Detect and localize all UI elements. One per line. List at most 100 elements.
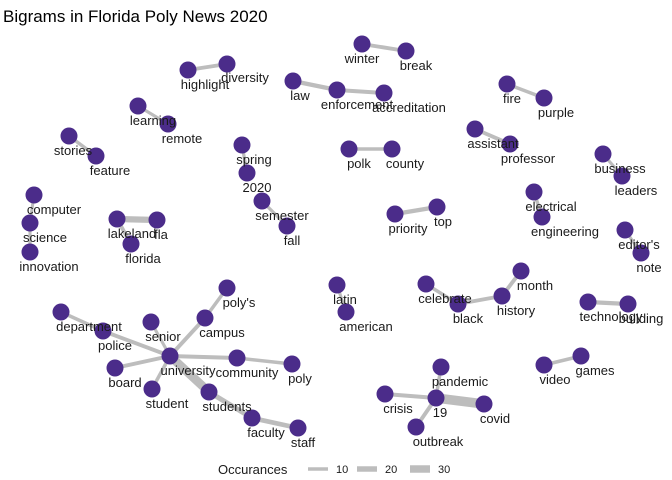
node-poly bbox=[283, 355, 301, 373]
node-crisis bbox=[376, 385, 394, 403]
label-history: history bbox=[497, 303, 536, 318]
edge-board-university bbox=[114, 354, 171, 370]
node-top bbox=[428, 198, 446, 216]
label-19: 19 bbox=[433, 405, 447, 420]
node-black bbox=[449, 295, 467, 313]
legend-label-20: 20 bbox=[385, 464, 397, 476]
node-fall bbox=[278, 217, 296, 235]
node-student bbox=[143, 380, 161, 398]
node-latin bbox=[328, 276, 346, 294]
node-pandemic bbox=[432, 358, 450, 376]
node-faculty bbox=[243, 409, 261, 427]
label-poly: poly bbox=[288, 371, 312, 386]
node-layer bbox=[21, 35, 650, 437]
node-innovation bbox=[21, 243, 39, 261]
label-leaders: leaders bbox=[615, 183, 658, 198]
label-professor: professor bbox=[501, 151, 556, 166]
label-diversity: diversity bbox=[221, 70, 269, 85]
label-business: business bbox=[594, 161, 646, 176]
label-innovation: innovation bbox=[19, 259, 78, 274]
node-learning bbox=[129, 97, 147, 115]
node-polk bbox=[340, 140, 358, 158]
label-remote: remote bbox=[162, 131, 202, 146]
label-winter: winter bbox=[344, 51, 380, 66]
node-police bbox=[94, 322, 112, 340]
node-break bbox=[397, 42, 415, 60]
label-law: law bbox=[290, 88, 310, 103]
label-games: games bbox=[575, 363, 615, 378]
node-history bbox=[493, 287, 511, 305]
label-semester: semester bbox=[255, 208, 309, 223]
label-electrical: electrical bbox=[525, 199, 576, 214]
label-community: community bbox=[216, 365, 279, 380]
label-police: police bbox=[98, 338, 132, 353]
node-month bbox=[512, 262, 530, 280]
label-technology: technology bbox=[580, 309, 643, 324]
label-latin: latin bbox=[333, 292, 357, 307]
node-remote bbox=[159, 115, 177, 133]
node-science bbox=[21, 214, 39, 232]
label-county: county bbox=[386, 156, 425, 171]
label-assistant: assistant bbox=[467, 136, 519, 151]
label-covid: covid bbox=[480, 411, 510, 426]
chart-title: Bigrams in Florida Poly News 2020 bbox=[3, 7, 268, 26]
label-staff: staff bbox=[291, 435, 316, 450]
label-note: note bbox=[636, 260, 661, 275]
label-2020: 2020 bbox=[243, 180, 272, 195]
node-campus bbox=[196, 309, 214, 327]
node-games bbox=[572, 347, 590, 365]
node-assistant bbox=[466, 120, 484, 138]
label-fire: fire bbox=[503, 91, 521, 106]
node-priority bbox=[386, 205, 404, 223]
label-science: science bbox=[23, 230, 67, 245]
label-stories: stories bbox=[54, 143, 93, 158]
label-florida: florida bbox=[125, 251, 161, 266]
label-fall: fall bbox=[284, 233, 301, 248]
node-university bbox=[161, 347, 179, 365]
edge-police-university bbox=[102, 329, 171, 358]
node-engineering bbox=[533, 208, 551, 226]
node-building bbox=[619, 295, 637, 313]
label-priority: priority bbox=[388, 221, 428, 236]
legend-items: 10 20 30 bbox=[308, 464, 450, 476]
node-computer bbox=[25, 186, 43, 204]
node-accreditation bbox=[375, 84, 393, 102]
node-stories bbox=[60, 127, 78, 145]
label-black: black bbox=[453, 311, 484, 326]
node-lakeland bbox=[108, 210, 126, 228]
label-celebrate: celebrate bbox=[418, 291, 471, 306]
label-board: board bbox=[108, 375, 141, 390]
node-note bbox=[632, 244, 650, 262]
label-break: break bbox=[400, 58, 433, 73]
label-feature: feature bbox=[90, 163, 130, 178]
label-student: student bbox=[146, 396, 189, 411]
label-building: building bbox=[619, 311, 664, 326]
label-american: american bbox=[339, 319, 392, 334]
label-video: video bbox=[539, 372, 570, 387]
label-crisis: crisis bbox=[383, 401, 413, 416]
label-highlight: highlight bbox=[181, 77, 230, 92]
node-senior bbox=[142, 313, 160, 331]
label-month: month bbox=[517, 278, 553, 293]
label-purple: purple bbox=[538, 105, 574, 120]
node-county bbox=[383, 140, 401, 158]
label-lakeland: lakeland bbox=[108, 226, 156, 241]
label-faculty: faculty bbox=[247, 425, 285, 440]
node-fla bbox=[148, 211, 166, 229]
node-law bbox=[284, 72, 302, 90]
node-electrical bbox=[525, 183, 543, 201]
node-board bbox=[106, 359, 124, 377]
node-staff bbox=[289, 419, 307, 437]
label-spring: spring bbox=[236, 152, 271, 167]
node-winter bbox=[353, 35, 371, 53]
node-leaders bbox=[613, 167, 631, 185]
node-video bbox=[535, 356, 553, 374]
node-business bbox=[594, 145, 612, 163]
node-community bbox=[228, 349, 246, 367]
edge-campus-university bbox=[168, 316, 207, 358]
legend-title: Occurances bbox=[218, 462, 288, 477]
node-american bbox=[337, 303, 355, 321]
node-editors bbox=[616, 221, 634, 239]
